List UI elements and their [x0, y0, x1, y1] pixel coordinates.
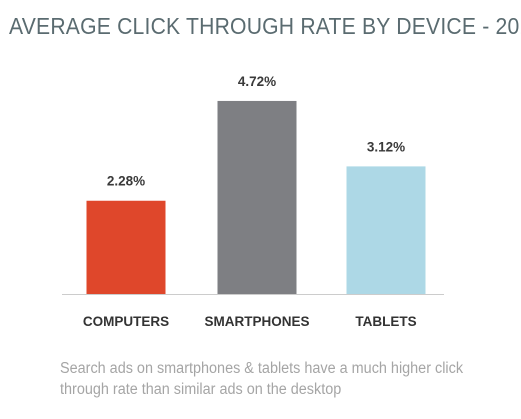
bar-smartphones	[217, 100, 297, 295]
category-label-computers: COMPUTERS	[83, 314, 169, 329]
chart-caption: Search ads on smartphones & tablets have…	[60, 360, 464, 398]
value-label-computers: 2.28%	[107, 174, 145, 189]
category-label-tablets: TABLETS	[355, 314, 416, 329]
bar-computers	[86, 200, 166, 294]
value-label-tablets: 3.12%	[367, 139, 405, 154]
value-label-smartphones: 4.72%	[238, 74, 276, 89]
bar-chart: 2.28% COMPUTERS 4.72% SMARTPHONES 3.12% TABLE…	[62, 74, 444, 329]
bar-tablets	[346, 166, 426, 294]
category-label-smartphones: SMARTPHONES	[204, 314, 309, 329]
chart-title: AVERAGE CLICK THROUGH RATE BY DEVICE - 2…	[9, 13, 521, 39]
